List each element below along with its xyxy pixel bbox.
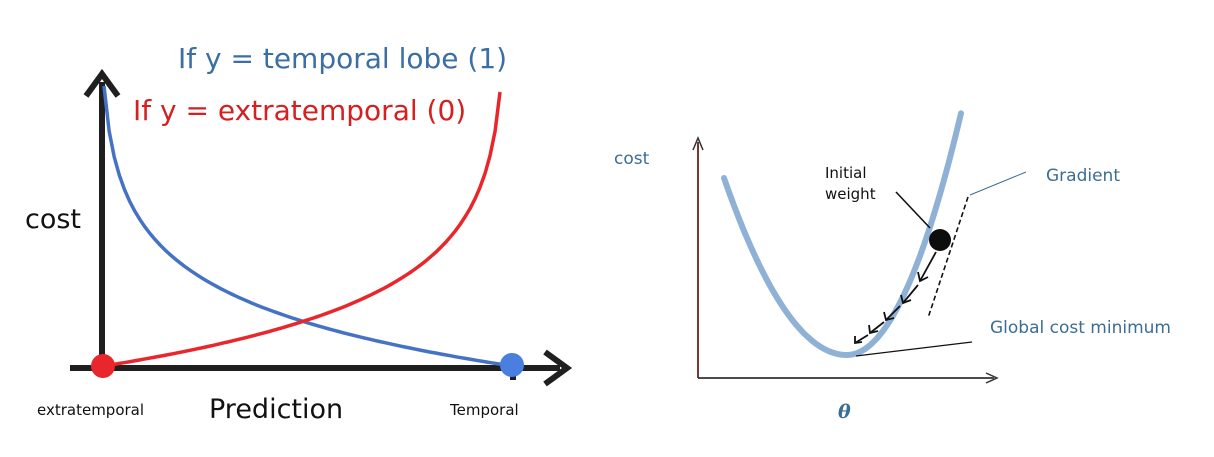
left-x-axis-label: Prediction xyxy=(209,394,343,425)
descent-arrow-5-head xyxy=(854,336,863,345)
gradient-pointer-line xyxy=(969,171,1027,196)
descent-arrow-5 xyxy=(854,334,869,344)
initial-weight-pointer-line xyxy=(895,191,931,229)
left-end-label: extratemporal xyxy=(37,401,144,419)
descent-arrow-1-head xyxy=(917,271,929,283)
descent-arrow-4-head xyxy=(868,324,879,335)
initial-weight-label-line1: Initial xyxy=(825,164,867,182)
descent-arrow-2 xyxy=(902,284,919,304)
descent-arrow-3-head xyxy=(883,311,895,322)
right-x-axis-arrowhead xyxy=(985,372,999,384)
global-minimum-label: Global cost minimum xyxy=(990,318,1171,338)
descent-arrow-4 xyxy=(869,321,885,334)
descent-arrow-1 xyxy=(919,251,937,282)
left-y-axis-label: cost xyxy=(25,204,81,235)
initial-weight-dot xyxy=(929,229,951,251)
right-panel: cost θ Initial weight Gradient Global co… xyxy=(614,110,1171,423)
legend-extratemporal-label: If y = extratemporal (0) xyxy=(133,94,466,127)
right-end-label: Temporal xyxy=(449,401,519,419)
right-y-axis-label: cost xyxy=(614,149,650,169)
left-panel: If y = temporal lobe (1) If y = extratem… xyxy=(25,42,573,425)
gradient-label: Gradient xyxy=(1046,166,1120,186)
legend-temporal-label: If y = temporal lobe (1) xyxy=(178,42,507,75)
left-x-axis-arrowhead xyxy=(543,349,573,387)
left-y-axis-arrowhead xyxy=(83,68,121,98)
descent-arrow-2-head xyxy=(900,294,912,305)
temporal-endpoint-dot xyxy=(500,353,524,377)
descent-arrow-3 xyxy=(885,305,901,321)
cost-bowl-curve xyxy=(721,110,964,359)
initial-weight-label-line2: weight xyxy=(825,185,876,203)
minimum-pointer-line xyxy=(855,341,973,357)
right-x-axis-label: θ xyxy=(838,401,851,423)
extratemporal-cost-curve xyxy=(103,91,502,368)
gradient-tangent-line xyxy=(927,196,969,319)
extratemporal-endpoint-dot xyxy=(91,354,115,378)
temporal-cost-curve xyxy=(102,85,513,368)
descent-arrows xyxy=(854,251,937,345)
right-y-axis-arrowhead xyxy=(692,136,704,151)
